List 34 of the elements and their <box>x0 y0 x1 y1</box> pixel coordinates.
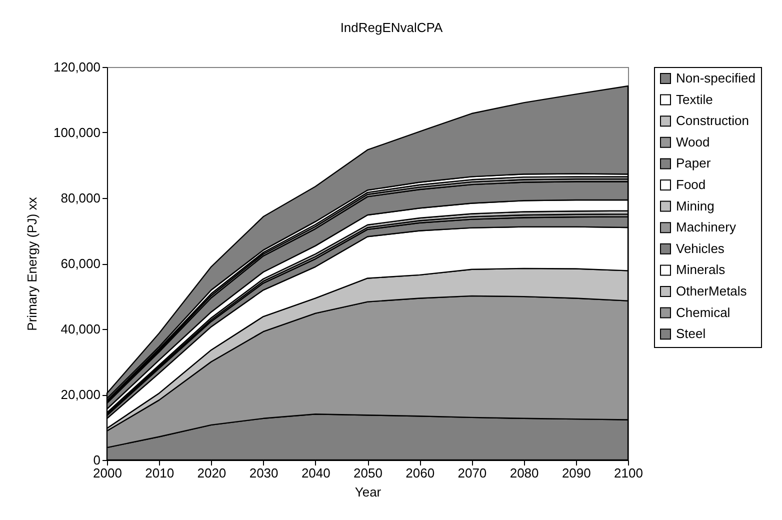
legend-label: Construction <box>676 113 749 128</box>
y-tick-label: 0 <box>93 452 100 468</box>
y-tick-label: 100,000 <box>54 125 100 140</box>
y-tick-label: 80,000 <box>60 190 100 206</box>
legend-label: Chemical <box>676 304 730 320</box>
legend-label: OtherMetals <box>676 284 748 298</box>
x-tick-label: 2060 <box>406 466 435 480</box>
legend-label: Machinery <box>676 220 736 235</box>
x-tick-label: 2070 <box>458 466 487 480</box>
x-tick-label: 2100 <box>614 466 643 480</box>
legend-label: Textile <box>676 92 713 107</box>
x-tick-label: 2080 <box>510 466 539 480</box>
y-tick-label: 40,000 <box>60 322 100 336</box>
x-tick-label: 2010 <box>145 466 174 480</box>
y-tick-label: 60,000 <box>60 256 100 271</box>
x-tick-label: 2030 <box>249 466 278 480</box>
y-tick-label: 120,000 <box>54 60 100 74</box>
x-tick-label: 2040 <box>301 466 330 480</box>
legend-label: Minerals <box>676 262 726 278</box>
legend-label: Vehicles <box>676 240 725 256</box>
x-tick-label: 2000 <box>93 466 122 480</box>
legend-label: Mining <box>676 198 714 214</box>
x-tick-label: 2090 <box>562 466 591 480</box>
x-axis-title: Year <box>354 484 382 500</box>
y-axis-title: Primary Energy (PJ) xx <box>24 196 40 331</box>
legend-label: Paper <box>676 156 712 171</box>
x-tick-label: 2020 <box>197 466 226 480</box>
legend-label: Wood <box>676 134 710 150</box>
legend-label: Steel <box>676 326 706 342</box>
legend-label: Food <box>676 177 706 192</box>
chart-title: IndRegENvalCPA <box>340 20 444 35</box>
y-tick-label: 20,000 <box>60 387 100 402</box>
legend-label: Non-specified <box>676 70 756 86</box>
x-tick-label: 2050 <box>354 466 382 480</box>
